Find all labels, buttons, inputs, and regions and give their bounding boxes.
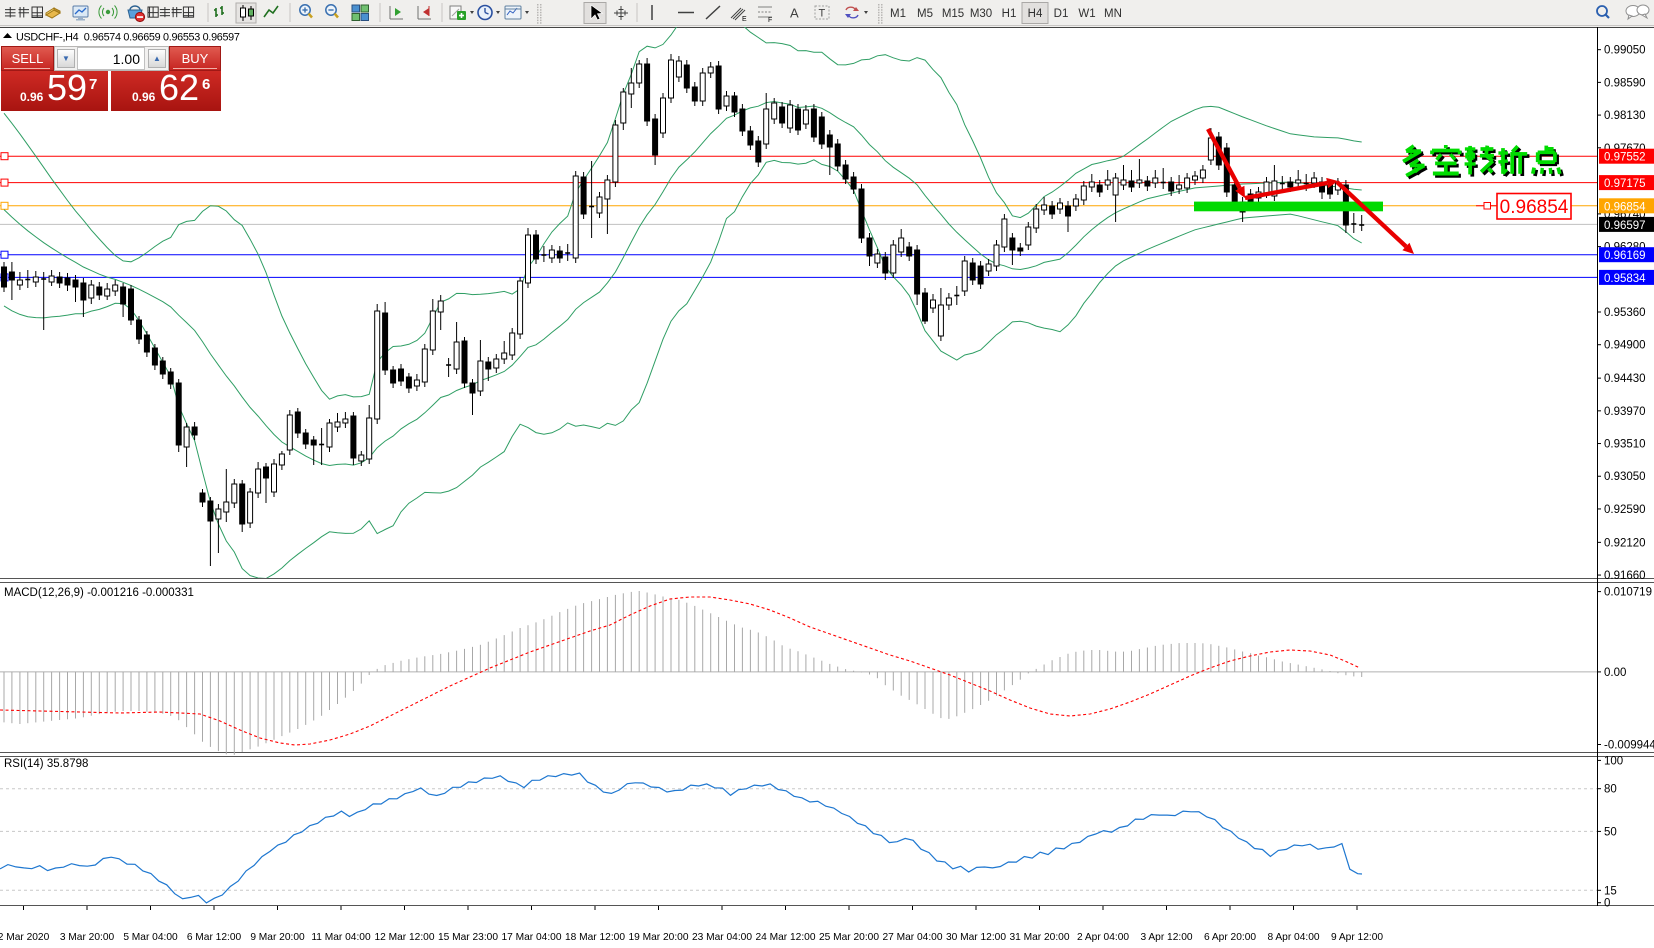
- svg-text:80: 80: [1604, 784, 1617, 796]
- svg-text:0.99050: 0.99050: [1604, 45, 1646, 57]
- svg-text:0.96854: 0.96854: [1604, 201, 1646, 213]
- svg-text:15 Mar 23:00: 15 Mar 23:00: [438, 932, 498, 943]
- svg-text:USDCHF-,H4 0.96574 0.96659 0.: USDCHF-,H4 0.96574 0.96659 0.96553 0.965…: [16, 32, 240, 44]
- svg-text:2 Mar 2020: 2 Mar 2020: [0, 932, 50, 943]
- svg-text:0.91660: 0.91660: [1604, 570, 1646, 582]
- svg-text:D1: D1: [1054, 8, 1069, 20]
- svg-text:11 Mar 04:00: 11 Mar 04:00: [311, 932, 371, 943]
- svg-text:MACD(12,26,9) -0.001216 -0.000: MACD(12,26,9) -0.001216 -0.000331: [4, 587, 194, 599]
- svg-text:6 Mar 12:00: 6 Mar 12:00: [187, 932, 242, 943]
- svg-text:30 Mar 12:00: 30 Mar 12:00: [946, 932, 1006, 943]
- svg-text:24 Mar 12:00: 24 Mar 12:00: [755, 932, 815, 943]
- svg-text:0.97552: 0.97552: [1604, 152, 1646, 164]
- svg-text:3 Apr 12:00: 3 Apr 12:00: [1140, 932, 1192, 943]
- svg-text:50: 50: [1604, 826, 1617, 838]
- svg-text:M1: M1: [890, 8, 906, 20]
- svg-text:M30: M30: [970, 8, 992, 20]
- svg-text:0.93050: 0.93050: [1604, 471, 1646, 483]
- svg-text:H4: H4: [1028, 8, 1043, 20]
- svg-text:0.98590: 0.98590: [1604, 77, 1646, 89]
- svg-text:0.92120: 0.92120: [1604, 537, 1646, 549]
- svg-text:0.96597: 0.96597: [1604, 220, 1646, 232]
- svg-text:0.94900: 0.94900: [1604, 340, 1646, 352]
- svg-text:F: F: [768, 17, 772, 24]
- svg-text:T: T: [819, 8, 826, 20]
- svg-text:0.93970: 0.93970: [1604, 406, 1646, 418]
- svg-text:M15: M15: [942, 8, 964, 20]
- svg-text:9 Mar 20:00: 9 Mar 20:00: [250, 932, 305, 943]
- svg-text:0.94430: 0.94430: [1604, 373, 1646, 385]
- svg-text:H1: H1: [1002, 8, 1017, 20]
- svg-text:3 Mar 20:00: 3 Mar 20:00: [60, 932, 115, 943]
- svg-text:A: A: [790, 6, 799, 21]
- svg-text:0.92590: 0.92590: [1604, 504, 1646, 516]
- svg-text:M5: M5: [917, 8, 933, 20]
- svg-text:23 Mar 04:00: 23 Mar 04:00: [692, 932, 752, 943]
- svg-text:0.95834: 0.95834: [1604, 273, 1646, 285]
- svg-text:0.96854: 0.96854: [1500, 197, 1569, 218]
- svg-text:8 Apr 04:00: 8 Apr 04:00: [1267, 932, 1319, 943]
- svg-text:12 Mar 12:00: 12 Mar 12:00: [374, 932, 434, 943]
- svg-text:31 Mar 20:00: 31 Mar 20:00: [1009, 932, 1069, 943]
- svg-text:0.98130: 0.98130: [1604, 110, 1646, 122]
- svg-text:15: 15: [1604, 885, 1617, 897]
- svg-text:W1: W1: [1078, 8, 1095, 20]
- svg-text:25 Mar 20:00: 25 Mar 20:00: [819, 932, 879, 943]
- svg-text:27 Mar 04:00: 27 Mar 04:00: [882, 932, 942, 943]
- svg-text:E: E: [742, 16, 747, 23]
- svg-text:18 Mar 12:00: 18 Mar 12:00: [565, 932, 625, 943]
- svg-text:0.95360: 0.95360: [1604, 307, 1646, 319]
- svg-text:-0.009944: -0.009944: [1604, 740, 1654, 752]
- svg-text:0.97175: 0.97175: [1604, 178, 1646, 190]
- svg-text:MN: MN: [1104, 8, 1122, 20]
- svg-text:6 Apr 20:00: 6 Apr 20:00: [1204, 932, 1256, 943]
- svg-text:0.010719: 0.010719: [1604, 587, 1652, 599]
- svg-text:17 Mar 04:00: 17 Mar 04:00: [501, 932, 561, 943]
- svg-text:9 Apr 12:00: 9 Apr 12:00: [1331, 932, 1383, 943]
- svg-text:0: 0: [1604, 898, 1610, 910]
- svg-text:0.96169: 0.96169: [1604, 250, 1646, 262]
- svg-text:RSI(14) 35.8798: RSI(14) 35.8798: [4, 758, 88, 770]
- svg-text:100: 100: [1604, 755, 1623, 767]
- svg-text:2 Apr 04:00: 2 Apr 04:00: [1077, 932, 1129, 943]
- svg-text:0.00: 0.00: [1604, 667, 1626, 679]
- svg-text:0.93510: 0.93510: [1604, 439, 1646, 451]
- svg-text:19 Mar 20:00: 19 Mar 20:00: [628, 932, 688, 943]
- svg-text:5 Mar 04:00: 5 Mar 04:00: [123, 932, 178, 943]
